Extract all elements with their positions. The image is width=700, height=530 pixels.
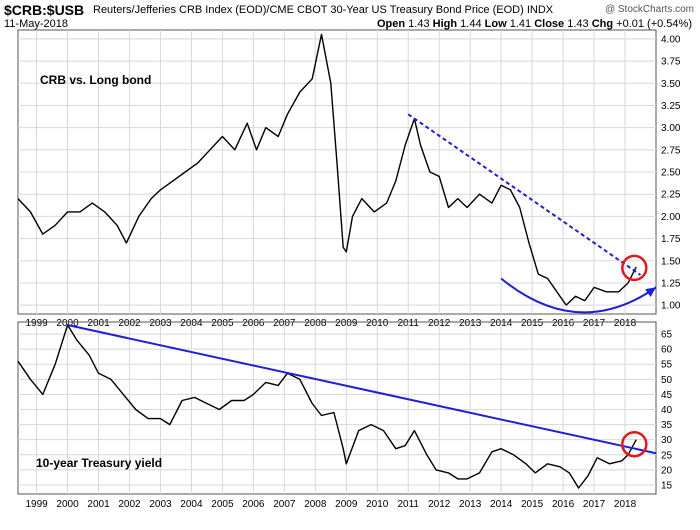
y-tick-label: 55 <box>661 360 673 371</box>
x-tick-label: 2002 <box>118 499 141 510</box>
close-value: 1.43 <box>567 18 589 30</box>
low-value: 1.41 <box>509 18 532 30</box>
x-tick-label: 2003 <box>149 499 172 510</box>
low-label: Low <box>484 18 507 30</box>
exchange-label: INDX <box>526 4 554 16</box>
y-tick-label: 45 <box>661 390 673 401</box>
x-tick-label: 2012 <box>428 499 451 510</box>
chart-date: 11-May-2018 <box>4 18 68 30</box>
y-tick-label: 20 <box>661 465 673 476</box>
y-tick-label: 1.00 <box>661 301 681 312</box>
x-tick-label: 2006 <box>242 499 265 510</box>
quote-summary: Open 1.43 High 1.44 Low 1.41 Close 1.43 … <box>377 18 692 30</box>
x-tick-label: 2009 <box>335 499 358 510</box>
x-tick-label: 2011 <box>397 499 419 510</box>
curve-arrowhead <box>645 287 656 297</box>
description-text: Reuters/Jefferies CRB Index (EOD)/CME CB… <box>93 4 524 16</box>
trend-line <box>67 324 657 455</box>
x-tick-label: 2000 <box>56 499 79 510</box>
y-tick-label: 40 <box>661 405 673 416</box>
chart-description: Reuters/Jefferies CRB Index (EOD)/CME CB… <box>93 4 553 16</box>
y-tick-label: 2.50 <box>661 168 681 179</box>
highlight-circle <box>621 430 648 458</box>
y-tick-label: 4.00 <box>661 34 681 45</box>
x-tick-label: 2008 <box>304 499 327 510</box>
panel-frame <box>17 321 657 495</box>
x-tick-label: 2004 <box>180 499 203 510</box>
y-tick-label: 65 <box>661 330 673 341</box>
y-tick-label: 1.50 <box>661 256 681 267</box>
close-label: Close <box>534 18 565 30</box>
recovery-curve <box>500 277 657 314</box>
high-value: 1.44 <box>460 18 482 30</box>
y-tick-label: 35 <box>661 420 673 431</box>
y-tick-label: 1.25 <box>661 278 681 289</box>
x-tick-label: 2015 <box>521 499 544 510</box>
y-tick-label: 30 <box>661 435 673 446</box>
y-tick-label: 60 <box>661 345 673 356</box>
price-series-line <box>17 324 637 489</box>
y-tick-label: 3.25 <box>661 101 681 112</box>
x-tick-label: 2014 <box>490 499 513 510</box>
y-tick-label: 2.25 <box>661 190 681 201</box>
panel-2: 15 20 25 30 35 40 45 50 55 60 65 1999 2000 2001 2002 20… <box>17 321 673 510</box>
x-tick-label: 2007 <box>273 499 296 510</box>
y-tick-label: 3.75 <box>661 57 681 68</box>
y-tick-label: 3.50 <box>661 79 681 90</box>
y-tick-label: 50 <box>661 375 673 386</box>
x-tick-label: 2017 <box>583 499 606 510</box>
x-tick-label: 1999 <box>25 499 48 510</box>
x-tick-label: 2013 <box>459 499 482 510</box>
x-tick-label: 2016 <box>552 499 575 510</box>
stockcharts-watermark: @ StockCharts.com <box>604 4 694 15</box>
x-tick-label: 2005 <box>211 499 234 510</box>
y-tick-label: 25 <box>661 450 673 461</box>
highlight-circle <box>621 254 648 282</box>
y-tick-label: 2.75 <box>661 145 681 156</box>
y-tick-label: 2.00 <box>661 212 681 223</box>
x-tick-label: 2001 <box>87 499 110 510</box>
high-label: High <box>432 18 458 30</box>
x-tick-label: 2010 <box>366 499 389 510</box>
y-tick-label: 3.00 <box>661 123 681 134</box>
panel-1: 1.00 1.25 1.50 1.75 2.00 2.25 2.50 2.75 3.00 3.25… <box>17 29 681 329</box>
chg-label: Chg <box>591 18 614 30</box>
dashed-trend-line <box>407 113 642 276</box>
price-series-line <box>17 33 637 306</box>
panel-annotation: 10-year Treasury yield <box>36 456 162 470</box>
open-value: 1.43 <box>408 18 430 30</box>
panel-annotation: CRB vs. Long bond <box>40 73 151 87</box>
chg-value: +0.01 (+0.54%) <box>616 18 692 30</box>
y-tick-label: 1.75 <box>661 234 681 245</box>
open-label: Open <box>376 18 406 30</box>
y-tick-label: 15 <box>661 480 673 491</box>
chart-symbol: $CRB:$USB <box>4 2 85 18</box>
x-tick-label: 2018 <box>614 499 637 510</box>
